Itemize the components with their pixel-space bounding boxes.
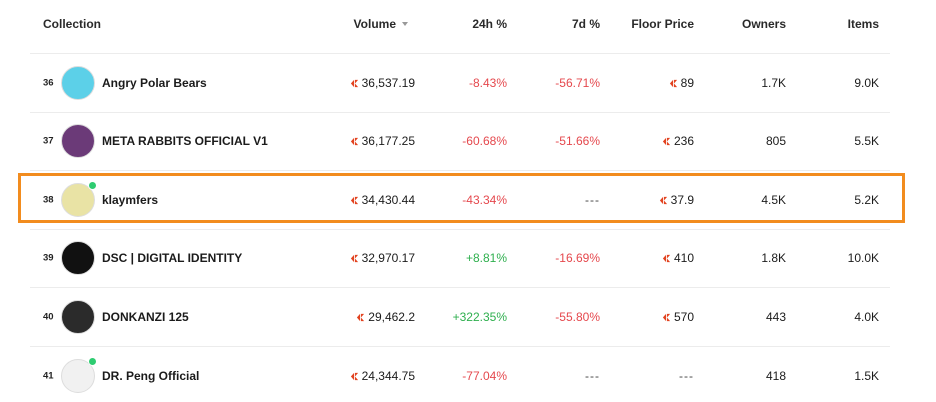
items-count: 5.5K (854, 134, 879, 149)
items-count: 5.2K (854, 192, 879, 207)
owners-count: 418 (765, 368, 786, 383)
change-24h: -8.43% (468, 75, 507, 90)
change-7d: --- (585, 368, 600, 383)
rank: 40 (43, 311, 54, 323)
table-row[interactable]: 38 klaymfers 34,430.44 -43.34% --- 37.9 4.5K 5.… (30, 171, 890, 230)
volume-value: 24,344.75 (350, 369, 415, 383)
klay-icon (350, 138, 358, 146)
floor-amount: 410 (673, 251, 694, 266)
column-owners[interactable]: Owners (741, 17, 786, 31)
klay-icon (350, 255, 358, 263)
collection-avatar[interactable] (61, 299, 95, 334)
volume-value: 29,462.2 (356, 310, 415, 324)
table-row[interactable]: 40 DONKANZI 125 29,462.2 +322.35% -55.80% 570… (30, 288, 890, 347)
items-count: 10.0K (847, 251, 879, 266)
change-7d: --- (585, 192, 600, 207)
change-24h: -60.68% (462, 134, 507, 149)
items-count: 1.5K (854, 368, 879, 383)
owners-count: 443 (765, 309, 786, 324)
column-items[interactable]: Items (847, 17, 879, 31)
rank: 38 (43, 194, 54, 206)
collection-avatar[interactable] (61, 124, 95, 159)
column-24h[interactable]: 24h % (472, 17, 507, 31)
column-volume[interactable]: Volume (354, 17, 408, 31)
klay-icon (350, 79, 358, 87)
caret-down-icon (402, 22, 408, 26)
floor-amount: 89 (680, 75, 694, 90)
klay-icon (659, 196, 667, 204)
table-body: 36 Angry Polar Bears 36,537.19 -8.43% -56.71… (30, 54, 890, 402)
column-floor-price[interactable]: Floor Price (631, 17, 694, 31)
verified-dot-icon (88, 180, 97, 190)
items-count: 4.0K (854, 309, 879, 324)
floor-amount: 236 (673, 134, 694, 149)
collection-avatar[interactable] (61, 65, 95, 100)
table-row[interactable]: 39 DSC | DIGITAL IDENTITY 32,970.17 +8.81% -… (30, 230, 890, 288)
change-24h: -43.34% (462, 192, 507, 207)
collection-name[interactable]: DR. Peng Official (102, 368, 200, 383)
klay-icon (662, 255, 671, 263)
klay-icon (357, 313, 365, 321)
collection-name[interactable]: DSC | DIGITAL IDENTITY (102, 251, 243, 266)
klay-icon (662, 313, 671, 321)
floor-amount: --- (679, 368, 694, 383)
volume-amount: 24,344.75 (361, 368, 415, 383)
verified-dot-icon (88, 356, 97, 366)
collection-name[interactable]: Angry Polar Bears (102, 75, 207, 90)
column-volume-label: Volume (353, 17, 396, 31)
table-row[interactable]: 41 DR. Peng Official 24,344.75 -77.04% --- --… (30, 347, 890, 402)
change-24h: -77.04% (462, 368, 507, 383)
table-row[interactable]: 37 META RABBITS OFFICIAL V1 36,177.25 -60.6… (30, 113, 890, 171)
collection-avatar[interactable] (61, 180, 97, 217)
owners-count: 805 (765, 134, 786, 149)
owners-count: 1.7K (761, 75, 786, 90)
table-row[interactable]: 36 Angry Polar Bears 36,537.19 -8.43% -56.71… (30, 54, 890, 113)
rank: 36 (43, 77, 54, 89)
floor-price: 89 (669, 76, 694, 90)
volume-value: 36,537.19 (350, 76, 415, 90)
volume-amount: 36,177.25 (361, 134, 415, 149)
column-7d[interactable]: 7d % (571, 17, 600, 31)
klay-icon (669, 79, 677, 87)
klay-icon (350, 372, 358, 380)
floor-price: --- (679, 369, 694, 383)
volume-amount: 34,430.44 (361, 192, 415, 207)
collection-avatar[interactable] (61, 241, 95, 276)
owners-count: 4.5K (761, 192, 786, 207)
change-7d: -16.69% (555, 251, 600, 266)
floor-price: 570 (662, 310, 694, 324)
collection-name[interactable]: DONKANZI 125 (102, 309, 189, 324)
rank: 37 (43, 135, 54, 147)
floor-price: 410 (662, 251, 694, 265)
floor-amount: 570 (673, 309, 694, 324)
owners-count: 1.8K (761, 251, 786, 266)
change-7d: -56.71% (555, 75, 600, 90)
items-count: 9.0K (854, 75, 879, 90)
collection-ranking-table: Collection Volume 24h % 7d % Floor Price… (30, 0, 890, 402)
column-collection[interactable]: Collection (43, 17, 102, 31)
collection-avatar[interactable] (61, 356, 97, 393)
klay-icon (350, 196, 358, 204)
change-24h: +322.35% (452, 309, 507, 324)
volume-amount: 32,970.17 (361, 251, 415, 266)
rank: 41 (43, 370, 54, 382)
floor-price: 236 (662, 134, 694, 148)
table-header: Collection Volume 24h % 7d % Floor Price… (30, 0, 890, 54)
floor-amount: 37.9 (670, 192, 694, 207)
change-7d: -51.66% (555, 134, 600, 149)
volume-amount: 29,462.2 (368, 309, 415, 324)
collection-name[interactable]: klaymfers (102, 192, 159, 207)
collection-name[interactable]: META RABBITS OFFICIAL V1 (102, 134, 268, 149)
floor-price: 37.9 (659, 193, 694, 207)
volume-value: 32,970.17 (350, 251, 415, 265)
klay-icon (662, 138, 671, 146)
rank: 39 (43, 252, 54, 264)
volume-value: 36,177.25 (350, 134, 415, 148)
volume-amount: 36,537.19 (361, 75, 415, 90)
change-7d: -55.80% (555, 309, 600, 324)
volume-value: 34,430.44 (350, 193, 415, 207)
change-24h: +8.81% (465, 251, 507, 266)
